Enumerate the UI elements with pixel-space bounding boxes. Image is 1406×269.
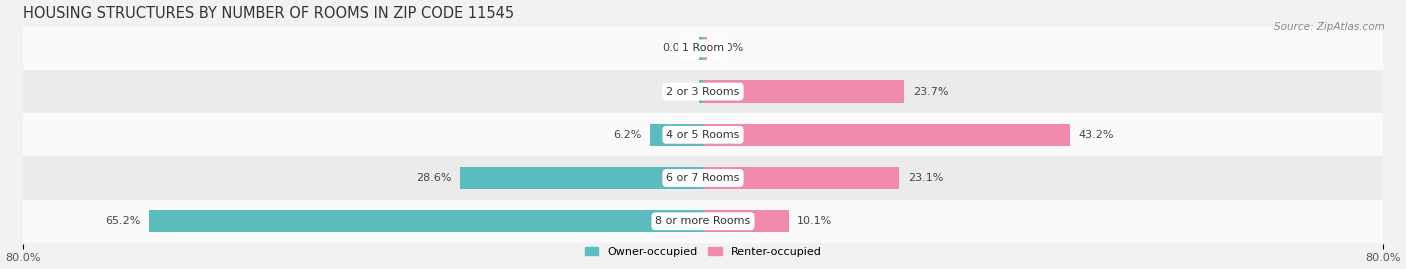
Bar (24, 200, 1382, 243)
Bar (460, 167, 703, 189)
Legend: Owner-occupied, Renter-occupied: Owner-occupied, Renter-occupied (581, 242, 825, 261)
Bar (703, 80, 904, 103)
Text: 43.2%: 43.2% (1078, 130, 1114, 140)
Text: 65.2%: 65.2% (105, 216, 141, 226)
Text: 0.0%: 0.0% (662, 87, 690, 97)
Text: 2 or 3 Rooms: 2 or 3 Rooms (666, 87, 740, 97)
Text: 0.0%: 0.0% (716, 43, 744, 53)
Bar (699, 80, 703, 103)
Bar (651, 123, 703, 146)
Text: 6 or 7 Rooms: 6 or 7 Rooms (666, 173, 740, 183)
Text: 6.2%: 6.2% (613, 130, 641, 140)
Bar (24, 156, 1382, 200)
Text: Source: ZipAtlas.com: Source: ZipAtlas.com (1274, 22, 1385, 31)
Bar (703, 37, 707, 60)
Bar (24, 70, 1382, 113)
Text: 23.7%: 23.7% (912, 87, 949, 97)
Bar (699, 37, 703, 60)
Text: 28.6%: 28.6% (416, 173, 451, 183)
Text: 8 or more Rooms: 8 or more Rooms (655, 216, 751, 226)
Bar (703, 210, 789, 232)
Text: 0.0%: 0.0% (662, 43, 690, 53)
Text: 4 or 5 Rooms: 4 or 5 Rooms (666, 130, 740, 140)
Bar (703, 123, 1070, 146)
Text: 23.1%: 23.1% (908, 173, 943, 183)
Bar (703, 167, 900, 189)
Text: HOUSING STRUCTURES BY NUMBER OF ROOMS IN ZIP CODE 11545: HOUSING STRUCTURES BY NUMBER OF ROOMS IN… (24, 6, 515, 20)
Text: 1 Room: 1 Room (682, 43, 724, 53)
Bar (24, 113, 1382, 156)
Bar (149, 210, 703, 232)
Bar (24, 27, 1382, 70)
Text: 10.1%: 10.1% (797, 216, 832, 226)
